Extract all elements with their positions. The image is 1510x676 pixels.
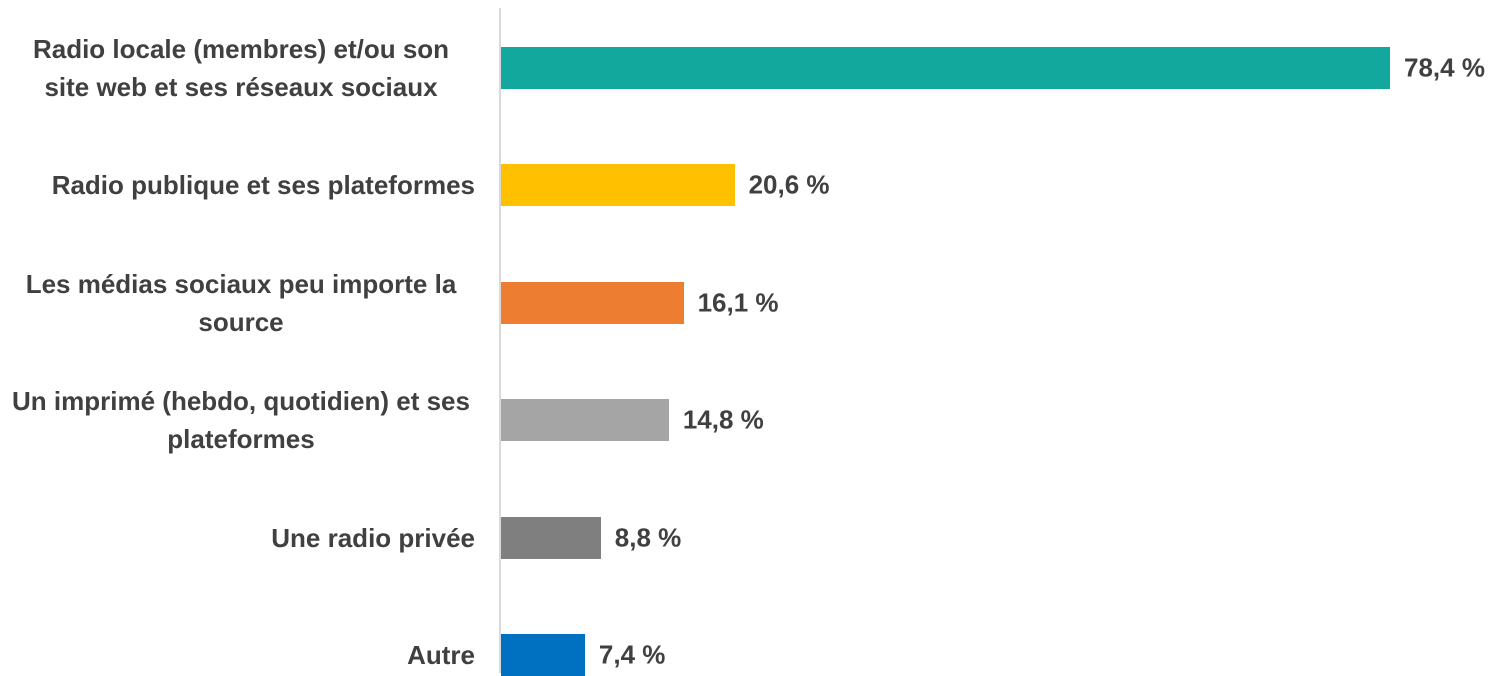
bar [501, 634, 585, 676]
value-label: 78,4 % [1404, 52, 1485, 83]
category-label: Autre [407, 640, 475, 670]
category-label-box: Autre [0, 636, 475, 674]
bar [501, 399, 669, 442]
category-label: Un imprimé (hebdo, quotidien) et ses pla… [12, 386, 470, 455]
category-label: Radio publique et ses plateformes [51, 170, 475, 201]
category-label-box: Les médias sociaux peu importe la source [0, 265, 475, 341]
bar [501, 164, 735, 207]
bar [501, 47, 1390, 89]
axis-line [499, 8, 501, 673]
value-label: 16,1 % [697, 287, 779, 318]
category-label-box: Radio publique et ses plateformes [0, 166, 475, 204]
category-label: Radio locale (membres) et/ou son site we… [32, 34, 450, 102]
bar [501, 516, 601, 559]
value-label: 7,4 % [598, 639, 666, 670]
value-label: 20,6 % [748, 169, 830, 200]
value-label: 8,8 % [614, 522, 682, 553]
category-label-box: Radio locale (membres) et/ou son site we… [0, 30, 475, 106]
category-label-box: Un imprimé (hebdo, quotidien) et ses pla… [0, 382, 475, 458]
category-label: Une radio privée [271, 522, 475, 553]
category-label: Les médias sociaux peu importe la source [25, 268, 457, 337]
value-label: 14,8 % [682, 404, 764, 435]
bar [501, 281, 684, 324]
category-label-box: Une radio privée [0, 519, 475, 557]
